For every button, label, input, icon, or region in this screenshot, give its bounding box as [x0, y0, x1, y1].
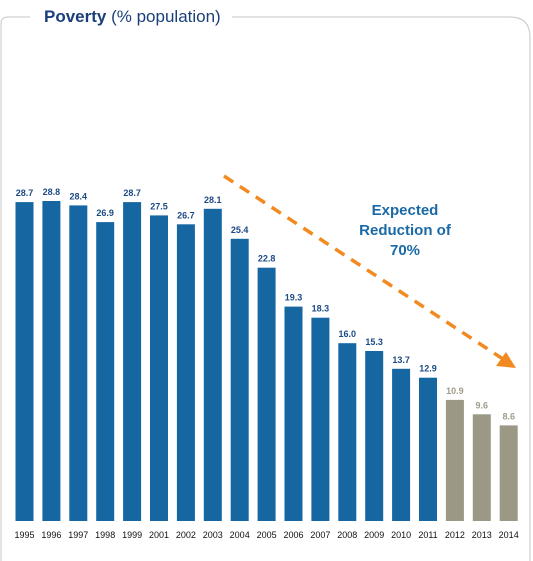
bar-1997 [69, 205, 88, 521]
chart-title: Poverty (% population) [40, 6, 227, 28]
data-label-2006: 19.3 [285, 293, 303, 303]
bar-1996 [42, 201, 61, 521]
bar-1998 [96, 222, 115, 521]
data-label-2002: 26.7 [177, 210, 195, 220]
x-tick-label-2002: 2002 [176, 530, 196, 540]
data-label-1999: 28.7 [123, 188, 141, 198]
chart-title-main: Poverty [44, 7, 107, 26]
data-label-1997: 28.4 [70, 191, 88, 201]
data-label-2005: 22.8 [258, 254, 276, 264]
bar-2006 [284, 306, 303, 521]
bar-2013 [472, 414, 491, 521]
bar-1999 [123, 202, 142, 521]
bar-2014 [499, 425, 518, 521]
bar-2010 [392, 368, 411, 521]
data-label-2007: 18.3 [312, 304, 330, 314]
x-tick-label-2006: 2006 [283, 530, 303, 540]
annotation-line-3: 70% [389, 242, 421, 259]
chart-title-unit: (% population) [106, 7, 221, 26]
bar-2003 [203, 208, 222, 522]
bar-2008 [338, 343, 357, 521]
x-tick-label-1997: 1997 [68, 530, 88, 540]
data-label-2009: 15.3 [365, 337, 383, 347]
x-tick-label-2003: 2003 [203, 530, 223, 540]
data-label-2003: 28.1 [204, 195, 222, 205]
data-label-1996: 28.8 [43, 187, 61, 197]
trend-arrow-head [496, 352, 516, 368]
bar-1995 [15, 202, 34, 521]
data-label-2010: 13.7 [392, 355, 410, 365]
x-tick-label-1996: 1996 [41, 530, 61, 540]
annotation-line-1: Expected [371, 202, 439, 219]
x-tick-label-2008: 2008 [337, 530, 357, 540]
x-tick-label-1995: 1995 [14, 530, 34, 540]
x-tick-label-2007: 2007 [310, 530, 330, 540]
x-tick-label-2013: 2013 [472, 530, 492, 540]
frame-right-border [232, 16, 531, 561]
x-tick-label-2004: 2004 [230, 530, 250, 540]
bar-2001 [150, 215, 168, 521]
x-tick-label-1998: 1998 [95, 530, 115, 540]
frame-left-border [0, 16, 30, 561]
data-label-2004: 25.4 [231, 225, 249, 235]
x-tick-label-2005: 2005 [257, 530, 277, 540]
data-label-2012: 10.9 [446, 386, 464, 396]
bar-2011 [419, 377, 437, 521]
x-tick-label-2010: 2010 [391, 530, 411, 540]
reduction-annotation: Expected Reduction of 70% [350, 201, 460, 261]
data-label-2008: 16.0 [339, 329, 357, 339]
x-tick-label-2009: 2009 [364, 530, 384, 540]
x-tick-label-2011: 2011 [418, 530, 437, 540]
data-label-1998: 26.9 [96, 208, 114, 218]
x-tick-label-1999: 1999 [122, 530, 142, 540]
data-label-2013: 9.6 [476, 400, 489, 410]
x-tick-label-2012: 2012 [445, 530, 465, 540]
data-label-2014: 8.6 [502, 411, 515, 421]
annotation-line-2: Reduction of [359, 222, 451, 239]
bar-2002 [176, 224, 195, 522]
data-label-2001: 27.5 [150, 201, 168, 211]
bar-2009 [365, 351, 384, 521]
bar-2005 [257, 267, 276, 521]
x-tick-label-2001: 2001 [149, 530, 169, 540]
bar-2012 [445, 399, 464, 521]
bar-2004 [230, 238, 249, 522]
x-tick-label-2014: 2014 [499, 530, 519, 540]
data-label-1995: 28.7 [16, 188, 34, 198]
data-label-2011: 12.9 [419, 364, 437, 374]
bar-2007 [311, 317, 330, 521]
